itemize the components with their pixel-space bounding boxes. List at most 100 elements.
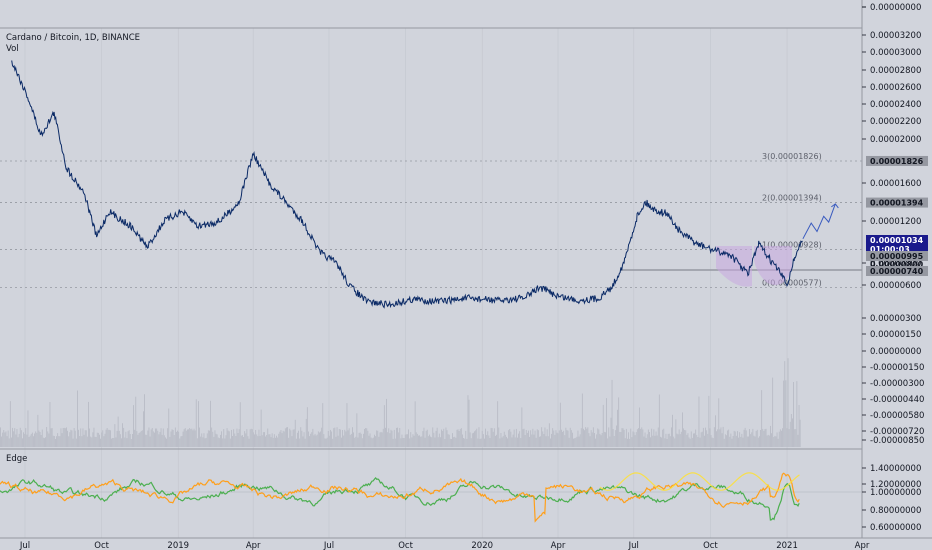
price-tick-label: 0.00000800 bbox=[870, 259, 921, 269]
volume-bar bbox=[529, 436, 530, 447]
volume-bar bbox=[47, 431, 49, 447]
volume-bar bbox=[220, 434, 221, 447]
volume-bar bbox=[94, 436, 96, 447]
volume-bar bbox=[239, 402, 241, 447]
x-tick-label: 2019 bbox=[167, 541, 189, 550]
volume-bar bbox=[15, 434, 17, 447]
volume-legend[interactable]: Vol bbox=[6, 44, 19, 54]
volume-bar bbox=[639, 407, 640, 447]
volume-bar bbox=[448, 434, 450, 447]
volume-bar bbox=[319, 432, 320, 447]
volume-bar bbox=[137, 434, 139, 447]
volume-bar bbox=[616, 425, 617, 447]
volume-bar bbox=[749, 429, 750, 447]
volume-bar bbox=[680, 431, 682, 447]
volume-bar bbox=[470, 438, 472, 447]
volume-bar bbox=[90, 436, 92, 447]
volume-bar bbox=[282, 430, 284, 447]
volume-bar bbox=[676, 433, 678, 447]
volume-bar bbox=[630, 428, 632, 447]
volume-bar bbox=[661, 437, 662, 447]
volume-bar bbox=[314, 433, 316, 447]
volume-bar bbox=[235, 436, 237, 447]
volume-bar bbox=[2, 432, 4, 447]
volume-bar bbox=[759, 436, 760, 447]
volume-bar bbox=[105, 429, 107, 447]
volume-bar bbox=[556, 432, 558, 447]
volume-bar bbox=[617, 409, 618, 447]
x-tick-label: Oct bbox=[94, 541, 109, 550]
volume-bar bbox=[447, 434, 449, 447]
volume-bar bbox=[378, 436, 380, 447]
volume-bar bbox=[347, 430, 349, 447]
price-badge-1-bg bbox=[866, 244, 928, 254]
volume-bar bbox=[715, 415, 716, 447]
volume-bar bbox=[339, 429, 341, 447]
fib-badge-2: 0.00001394 bbox=[870, 199, 924, 208]
volume-bar bbox=[183, 429, 185, 447]
volume-bar bbox=[240, 435, 242, 447]
volume-bar bbox=[206, 433, 208, 447]
edge-legend[interactable]: Edge bbox=[6, 454, 27, 464]
volume-bar bbox=[426, 429, 428, 447]
volume-bar bbox=[352, 427, 353, 447]
volume-bar bbox=[528, 430, 529, 447]
volume-bar bbox=[466, 438, 468, 447]
volume-bar bbox=[162, 428, 164, 447]
volume-bar bbox=[256, 434, 258, 447]
volume-bar bbox=[419, 435, 420, 447]
volume-bar bbox=[210, 400, 211, 447]
volume-bar bbox=[473, 432, 474, 447]
volume-bar bbox=[118, 430, 120, 447]
volume-bar bbox=[687, 433, 689, 447]
price-axis[interactable]: 0.00003200 0.00003000 0.00002800 0.00002600… bbox=[862, 31, 924, 446]
volume-bar bbox=[283, 431, 285, 447]
volume-bar bbox=[227, 430, 229, 447]
volume-bar bbox=[459, 429, 461, 447]
volume-bar bbox=[349, 434, 351, 447]
volume-bar bbox=[518, 433, 519, 447]
symbol-legend[interactable]: Cardano / Bitcoin, 1D, BINANCE bbox=[6, 33, 140, 43]
volume-bar bbox=[93, 427, 95, 447]
volume-bar bbox=[563, 430, 565, 447]
volume-bar bbox=[564, 435, 566, 447]
edge-tick-label: 1.20000000 bbox=[870, 480, 921, 490]
volume-bar bbox=[656, 435, 658, 447]
volume-bar bbox=[62, 428, 64, 447]
volume-bar bbox=[646, 434, 648, 447]
volume-bar bbox=[691, 437, 693, 447]
volume-bar bbox=[205, 437, 207, 447]
volume-bar bbox=[602, 404, 604, 447]
volume-bar bbox=[385, 427, 386, 447]
volume-bar bbox=[24, 433, 26, 447]
volume-bar bbox=[632, 431, 634, 447]
price-tick-label: 0.00000150 bbox=[870, 330, 921, 340]
volume-bar bbox=[156, 428, 158, 447]
volume-bar bbox=[678, 429, 680, 447]
volume-bar bbox=[16, 429, 18, 447]
volume-bar bbox=[544, 427, 546, 447]
volume-bar bbox=[190, 429, 192, 447]
volume-bar bbox=[255, 430, 257, 447]
volume-bar bbox=[625, 428, 627, 447]
volume-bar bbox=[442, 430, 444, 447]
volume-bar bbox=[748, 436, 749, 447]
volume-bar bbox=[760, 430, 761, 447]
volume-bar bbox=[783, 380, 785, 447]
volume-bar bbox=[779, 429, 781, 447]
volume-bar bbox=[198, 401, 199, 447]
volume-bar bbox=[668, 433, 670, 447]
volume-bar bbox=[751, 432, 753, 447]
volume-bar bbox=[108, 429, 110, 447]
time-axis[interactable]: Jul Oct 2019 Apr Jul Oct 2020 Apr Jul Oct 2021 Apr bbox=[19, 541, 870, 550]
volume-bar bbox=[305, 418, 307, 447]
edge-tick-label: 1.40000000 bbox=[870, 464, 921, 474]
volume-bar bbox=[433, 432, 435, 447]
volume-bar bbox=[367, 430, 369, 447]
volume-bar bbox=[172, 430, 174, 447]
volume-bar bbox=[487, 431, 489, 447]
volume-bar bbox=[383, 405, 385, 447]
edge-highlight bbox=[599, 472, 800, 491]
